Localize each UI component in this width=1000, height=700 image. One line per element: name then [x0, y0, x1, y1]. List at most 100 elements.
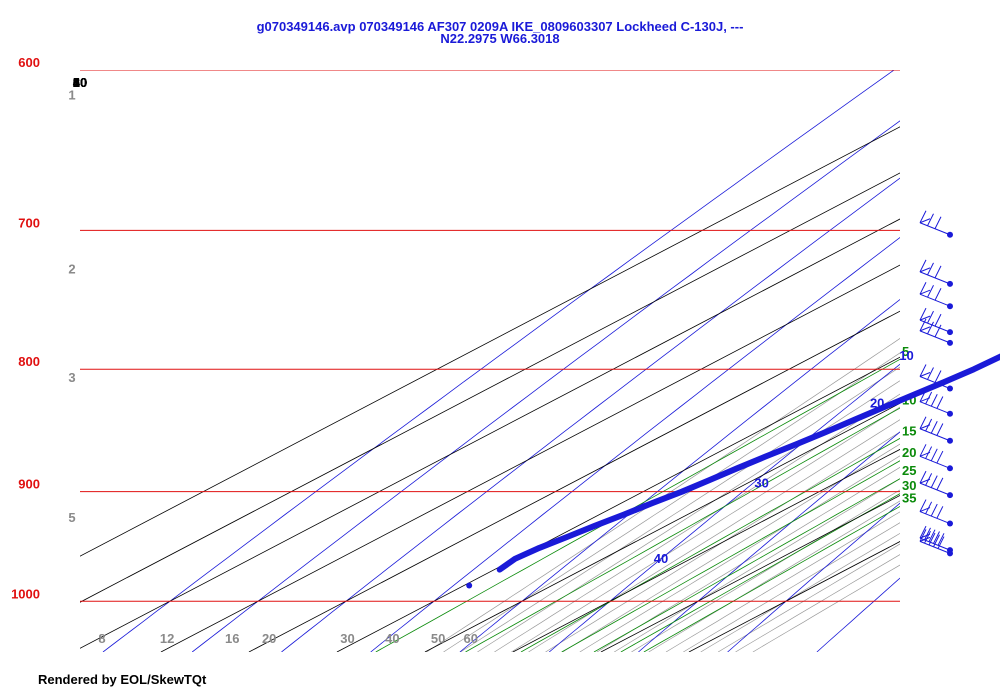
moist-adiabat-line: [700, 532, 900, 652]
moist-adiabat-line: [460, 366, 900, 652]
moist-adiabat-line: [648, 500, 900, 652]
moist-adiabat-line: [545, 431, 900, 652]
moist-adiabat-line: [665, 511, 900, 652]
pressure-label: 600: [18, 55, 40, 70]
dewpoint-profile: [496, 353, 1000, 573]
mixing-ratio-label: 15: [902, 424, 916, 439]
moist-adiabat-line: [443, 352, 900, 652]
mixing-ratio-label: 35: [902, 491, 916, 506]
isotherm-line: [248, 310, 900, 652]
wind-barb: [919, 444, 953, 472]
isotherm-line: [160, 264, 900, 652]
dry-adiabat-label: 30: [754, 476, 768, 491]
wind-barb: [919, 307, 953, 336]
dry-adiabat-line: [548, 363, 900, 652]
wind-barb: [919, 259, 953, 287]
pressure-label: 900: [18, 477, 40, 492]
wind-barb: [919, 281, 953, 310]
mixing-ratio-line: [520, 437, 900, 652]
mixing-ratio-line: [375, 358, 900, 652]
mixing-ratio-line: [643, 505, 900, 652]
wind-barb: [919, 389, 953, 417]
height-label: 5: [68, 510, 75, 525]
chart-title-line1: g070349146.avp 070349146 AF307 0209A IKE…: [257, 19, 744, 34]
mixing-ratio-line: [593, 478, 900, 652]
wind-barbs: [919, 210, 953, 557]
mixing-ratio-label: 30: [902, 478, 916, 493]
dry-adiabat-line: [906, 53, 1000, 653]
dry-adiabat-line: [102, 70, 895, 652]
pressure-label: 1000: [11, 586, 40, 601]
wind-barb: [919, 210, 953, 238]
dry-adiabat-label: 10: [899, 348, 913, 363]
mixing-ratio-line: [561, 460, 900, 652]
dry-adiabat-line: [727, 502, 900, 652]
wind-barb: [919, 318, 953, 346]
isotherm-line: [80, 172, 900, 603]
moist-adiabat-label: 8: [98, 631, 105, 646]
sounding-profiles: [466, 353, 1000, 589]
moist-adiabat-line: [683, 522, 900, 652]
moist-adiabat-line: [614, 478, 900, 652]
isotherm-label: 30: [73, 75, 87, 90]
dry-adiabats: [102, 53, 1000, 653]
dry-adiabat-line: [370, 237, 900, 652]
mixing-ratio-line: [465, 407, 900, 652]
isotherm-label: 10: [73, 75, 87, 90]
moist-adiabat-line: [579, 455, 900, 652]
moist-adiabat-line: [631, 489, 900, 652]
wind-barb: [919, 529, 953, 557]
moist-adiabat-line: [494, 393, 900, 652]
dry-adiabat-line: [191, 120, 900, 652]
isotherm-label: 60: [73, 75, 87, 90]
height-label: 3: [68, 370, 75, 385]
isotherm-line: [80, 218, 900, 649]
dewpoint-point: [466, 582, 473, 589]
moist-adiabat-label: 20: [262, 631, 276, 646]
isotherm-line: [512, 448, 900, 652]
moist-adiabat-line: [596, 466, 900, 652]
moist-adiabat-label: 40: [385, 631, 399, 646]
moist-adiabats: [426, 338, 900, 652]
isotherm-line: [80, 126, 900, 557]
height-label: 1: [68, 88, 75, 103]
moist-adiabat-label: 12: [160, 631, 174, 646]
axis-labels: 5101520253035102030405060600700800900100…: [11, 55, 916, 646]
isotherm-label: 40: [73, 75, 87, 90]
credit-text: Rendered by EOL/SkewTQt: [38, 672, 207, 687]
mixing-ratio-label: 25: [902, 463, 916, 478]
moist-adiabat-line: [477, 380, 900, 652]
pressure-label: 700: [18, 215, 40, 230]
dry-adiabat-line: [638, 431, 900, 652]
wind-barb: [919, 416, 953, 444]
isotherm-label: 20: [73, 75, 87, 90]
pressure-label: 800: [18, 354, 40, 369]
isotherm-line: [688, 541, 900, 652]
moist-adiabat-line: [562, 443, 900, 652]
moist-adiabat-line: [717, 543, 900, 652]
isotherm-line: [600, 494, 900, 652]
height-label: 2: [68, 262, 75, 277]
mixing-ratio-line: [620, 493, 900, 652]
dry-adiabat-line: [281, 177, 900, 652]
wind-barb: [919, 499, 953, 527]
dry-adiabat-line: [459, 299, 900, 652]
isotherm-line: [424, 402, 900, 652]
isotherm-label: 50: [73, 75, 87, 90]
moist-adiabat-line: [426, 338, 900, 652]
chart-title-line2: N22.2975 W66.3018: [440, 31, 559, 46]
wind-barb: [919, 364, 953, 392]
mixing-ratio-label: 5: [902, 344, 909, 359]
moist-adiabat-label: 50: [431, 631, 445, 646]
moist-adiabat-line: [752, 564, 900, 652]
mixing-ratio-lines: [375, 358, 900, 652]
wind-barb: [919, 470, 953, 499]
moist-adiabat-line: [528, 419, 900, 652]
dry-adiabat-label: 40: [654, 551, 668, 566]
moist-adiabat-line: [735, 554, 900, 652]
moist-adiabat-line: [511, 406, 900, 652]
mixing-ratio-label: 20: [902, 445, 916, 460]
moist-adiabat-label: 16: [225, 631, 239, 646]
moist-adiabat-label: 30: [340, 631, 354, 646]
